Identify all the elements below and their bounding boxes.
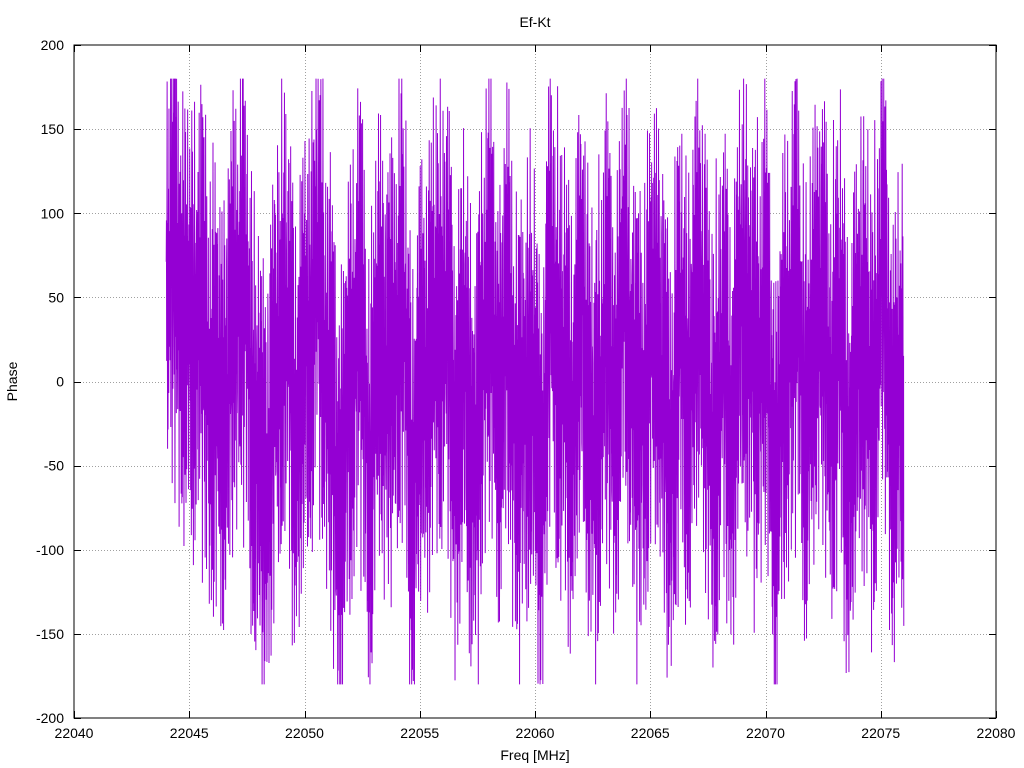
y-tick-label: 0 [56, 374, 64, 390]
x-tick-labels: 22040 22045 22050 22055 22060 22065 22070 22075… [55, 725, 1016, 741]
y-tick-labels: -200 -150 -100 -50 0 50 100 150 200 [36, 37, 64, 726]
x-tick-label: 22065 [631, 725, 670, 741]
x-tick-label: 22040 [55, 725, 94, 741]
y-axis-label: Phase [4, 361, 20, 401]
y-tick-label: 50 [48, 289, 64, 305]
x-tick-label: 22055 [400, 725, 439, 741]
y-tick-label: 100 [41, 205, 65, 221]
x-tick-label: 22045 [170, 725, 209, 741]
chart-title: Ef-Kt [519, 14, 550, 30]
phase-series-line [165, 78, 905, 685]
x-tick-label: 22050 [285, 725, 324, 741]
x-tick-label: 22060 [516, 725, 555, 741]
x-tick-label: 22070 [746, 725, 785, 741]
x-tick-label: 22075 [861, 725, 900, 741]
y-tick-label: -200 [36, 710, 64, 726]
data-series-group [165, 78, 905, 685]
tick-marks [74, 45, 997, 719]
x-axis-label: Freq [MHz] [500, 747, 569, 763]
y-tick-label: -100 [36, 542, 64, 558]
y-tick-label: -50 [44, 458, 64, 474]
y-tick-label: -150 [36, 626, 64, 642]
y-tick-label: 200 [41, 37, 65, 53]
x-tick-label: 22080 [977, 725, 1016, 741]
y-tick-label: 150 [41, 121, 65, 137]
